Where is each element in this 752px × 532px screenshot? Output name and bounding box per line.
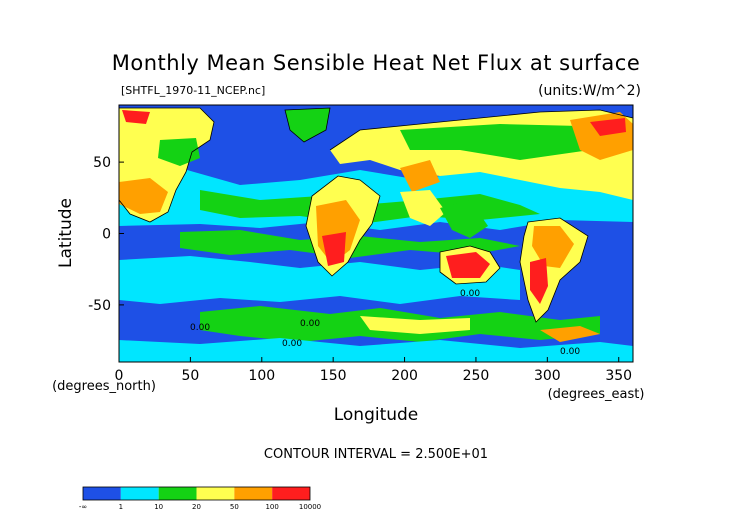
colorbar-tick-label: 100 (265, 503, 278, 511)
x-axis-label: Longitude (334, 405, 419, 425)
x-tick-label: 0 (115, 368, 124, 384)
x-tick-label: 50 (181, 368, 199, 384)
landmass-siberia-green (400, 124, 590, 160)
contour-label: 0.00 (282, 339, 302, 349)
southern-ocean-orange-spot (540, 326, 600, 342)
landmass-alaska-red (122, 110, 150, 124)
colorbar-tick-label: 20 (192, 503, 201, 511)
contour-interval-label: CONTOUR INTERVAL = 2.500E+01 (264, 447, 488, 462)
landmass-south-america-orange (532, 226, 574, 268)
contour-label: 0.00 (300, 319, 320, 329)
colorbar-tick-label: 10000 (299, 503, 321, 511)
colorbar-tick-label: -∞ (79, 503, 87, 511)
chart-title: Monthly Mean Sensible Heat Net Flux at s… (112, 51, 641, 75)
contour-label: 0.00 (560, 347, 580, 357)
x-tick-label: 100 (248, 368, 275, 384)
landmass-australia-red (446, 252, 490, 278)
landmass-siberia-red (590, 118, 626, 136)
x-tick-label: 350 (605, 368, 632, 384)
x-tick-label: 150 (320, 368, 347, 384)
colorbar-tick-label: 1 (119, 503, 123, 511)
landmass-south-asia (400, 190, 446, 226)
ocean-band-south (119, 256, 520, 304)
source-filename-label: [SHTFL_1970-11_NCEP.nc] (121, 84, 265, 97)
colorbar-tick-label: 10 (154, 503, 163, 511)
southern-ocean-yellow-band (360, 316, 470, 334)
landmass-africa-red (322, 232, 346, 266)
colorbar-bin (120, 487, 159, 500)
y-tick-label: 0 (102, 227, 111, 243)
x-axis-unit-label: (degrees_east) (548, 387, 645, 402)
x-tick-label: 250 (463, 368, 490, 384)
units-label: (units:W/m^2) (538, 83, 641, 99)
colorbar-bin (196, 487, 235, 500)
colorbar-bin (83, 487, 121, 500)
colorbar-bin (272, 487, 310, 500)
y-axis-unit-label: (degrees_north) (52, 379, 156, 394)
colorbar-tick-label: 50 (230, 503, 239, 511)
landmass-south-america-red (530, 258, 548, 304)
landmass-asia-orange-central (400, 160, 440, 192)
y-tick-label: -50 (88, 298, 111, 314)
colorbar-frame (82, 486, 311, 501)
coastlines (118, 107, 634, 323)
colorbar-bin (158, 487, 197, 500)
colorbar: -∞ 1 10 20 50 100 10000 (79, 486, 321, 511)
y-axis-label: Latitude (56, 198, 76, 268)
landmass-north-america-orange (119, 178, 168, 214)
y-tick-label: 50 (93, 155, 111, 171)
x-tick-label: 300 (534, 368, 561, 384)
colorbar-bin (234, 487, 273, 500)
landmass-southeast-asia (440, 200, 488, 238)
heatmap-plot-area: 0.00 0.00 0.00 0.00 0.00 (118, 104, 634, 363)
axis-ticks: 0 50 100 150 200 250 300 350 50 0 -50 (88, 155, 632, 384)
x-tick-label: 200 (391, 368, 418, 384)
contour-label: 0.00 (460, 289, 480, 299)
contour-label: 0.00 (190, 323, 210, 333)
landmass-antarctica (119, 338, 633, 362)
